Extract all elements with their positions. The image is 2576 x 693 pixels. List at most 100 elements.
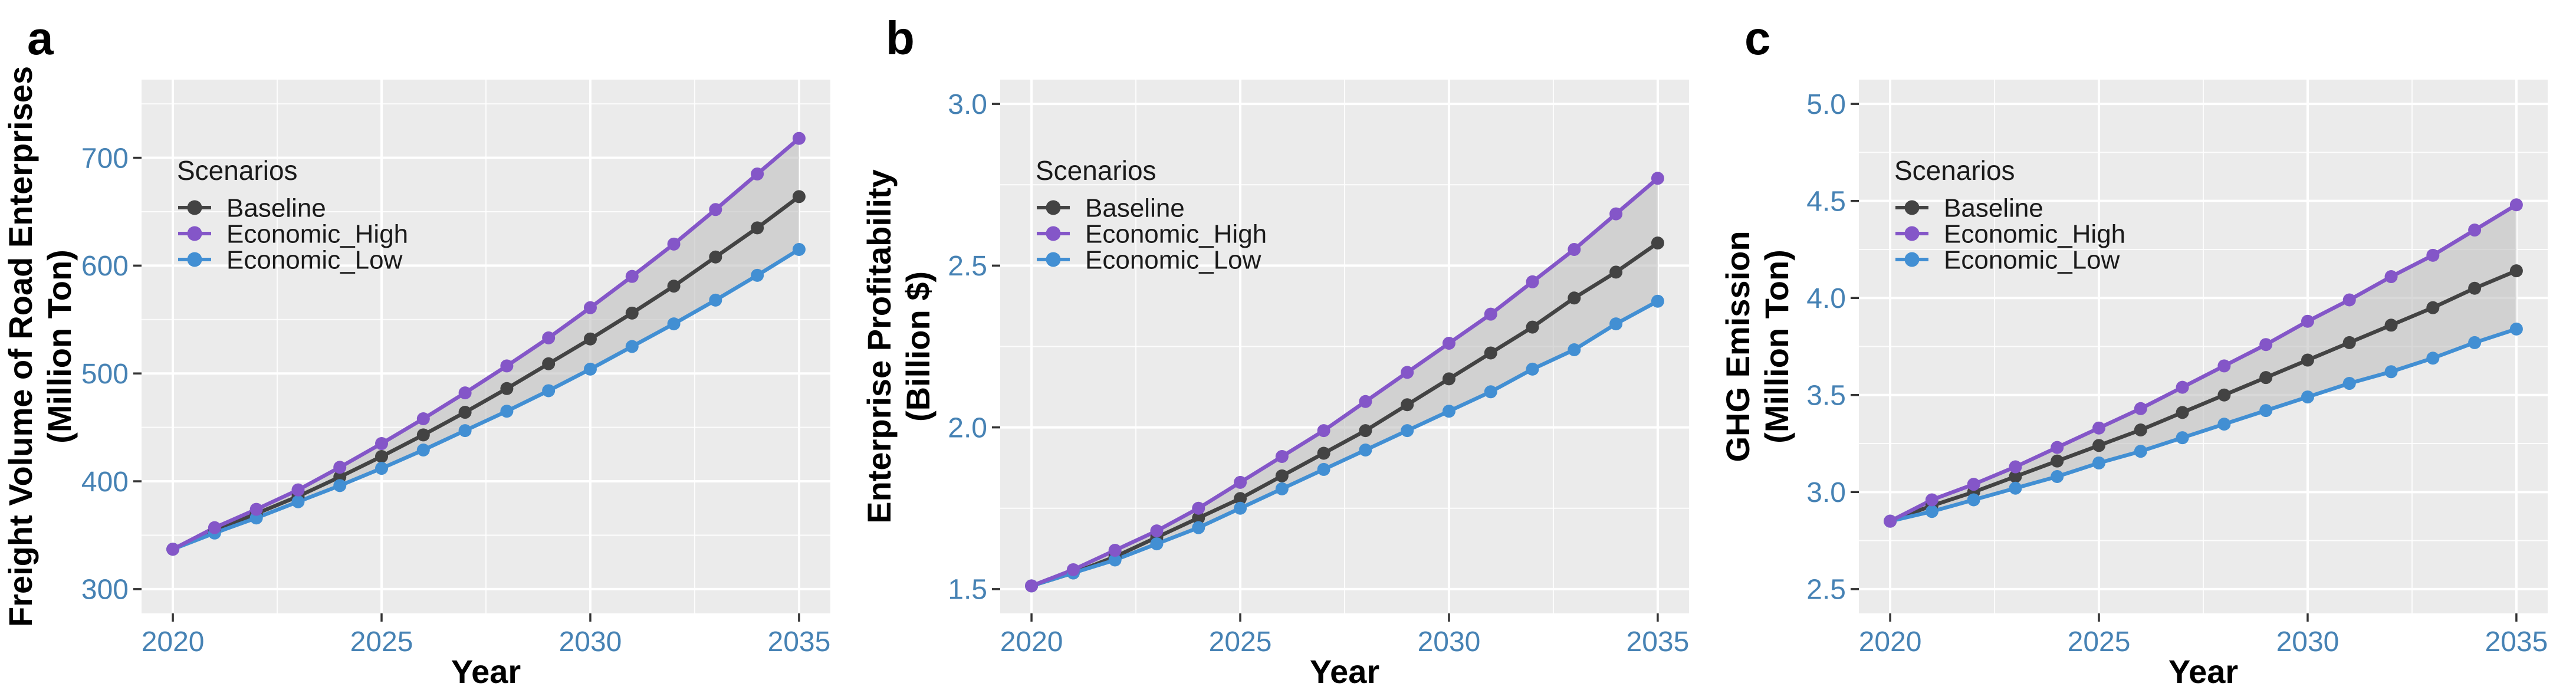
legend-item-label: Baseline: [1085, 193, 1185, 222]
data-point-Baseline: [667, 280, 681, 293]
legend-item-Baseline: Baseline: [178, 193, 326, 222]
data-point-Economic_Low: [751, 268, 764, 282]
legend: Scenarios BaselineEconomic_HighEconomic_L…: [1036, 155, 1267, 274]
data-point-Economic_Low: [1484, 385, 1497, 399]
y-tick-label: 300: [81, 574, 129, 606]
y-axis-title-line2: (Billion $): [899, 271, 937, 422]
data-point-Economic_Low: [2051, 469, 2064, 483]
data-point-Economic_Low: [1651, 294, 1664, 308]
data-point-Baseline: [792, 190, 806, 203]
y-tick-label: 700: [81, 143, 129, 174]
data-point-Baseline: [1526, 320, 1539, 334]
data-point-Economic_High: [1609, 207, 1623, 221]
data-point-Economic_High: [249, 502, 263, 516]
data-point-Economic_High: [2384, 270, 2398, 284]
data-point-Economic_Low: [1150, 537, 1164, 551]
data-point-Economic_High: [709, 203, 722, 216]
data-point-Economic_High: [291, 483, 305, 497]
data-point-Economic_High: [2092, 421, 2106, 435]
data-point-Economic_High: [2426, 248, 2440, 262]
data-point-Economic_Low: [709, 293, 722, 307]
data-point-Economic_High: [2259, 338, 2273, 352]
x-tick-label: 2025: [2068, 626, 2131, 658]
data-point-Economic_Low: [2509, 322, 2523, 336]
series-line-Economic_Low: [1890, 327, 2517, 523]
data-point-Baseline: [1234, 492, 1247, 505]
x-tick-label: 2030: [559, 626, 622, 658]
x-tick-label: 2025: [350, 626, 413, 658]
data-point-Baseline: [2384, 318, 2398, 332]
legend-key-dot-icon: [1046, 252, 1061, 267]
legend-item-label: Economic_Low: [226, 245, 403, 274]
legend-item-label: Baseline: [226, 193, 326, 222]
data-point-Baseline: [1609, 265, 1623, 279]
data-point-Economic_Low: [1609, 317, 1623, 331]
legend-item-label: Economic_High: [226, 219, 408, 248]
legend-title: Scenarios: [1036, 155, 1156, 186]
legend-item-label: Economic_High: [1944, 219, 2125, 248]
y-tick-label: 500: [81, 359, 129, 390]
data-point-Economic_Low: [1234, 501, 1247, 515]
data-point-Economic_Low: [1108, 553, 1122, 567]
data-point-Baseline: [1359, 424, 1372, 438]
data-point-Economic_High: [1317, 424, 1330, 438]
y-tick-label: 3.0: [948, 89, 987, 120]
data-point-Baseline: [1317, 446, 1330, 460]
data-point-Economic_High: [583, 301, 597, 314]
y-tick-label: 2.0: [948, 412, 987, 444]
uncertainty-ribbon: [1890, 205, 2516, 521]
legend-item-label: Baseline: [1944, 193, 2043, 222]
data-point-Economic_Low: [416, 444, 430, 457]
data-point-Economic_High: [792, 132, 806, 145]
data-point-Economic_Low: [1275, 482, 1289, 495]
data-point-Economic_High: [1150, 524, 1164, 538]
legend-title: Scenarios: [1894, 155, 2015, 186]
data-point-Baseline: [2009, 469, 2022, 483]
legend: Scenarios BaselineEconomic_HighEconomic_L…: [177, 155, 408, 274]
data-point-Economic_Low: [2384, 365, 2398, 379]
data-point-Economic_Low: [2468, 336, 2482, 349]
data-point-Economic_High: [208, 521, 221, 534]
legend-key-dot-icon: [1904, 200, 1920, 215]
data-point-Economic_Low: [2217, 418, 2231, 431]
data-point-Economic_High: [2051, 441, 2064, 454]
data-point-Baseline: [542, 357, 556, 370]
data-point-Economic_Low: [1526, 362, 1539, 376]
panel-letter: c: [1744, 12, 1771, 64]
legend-key-dot-icon: [187, 226, 202, 241]
data-point-Baseline: [583, 332, 597, 346]
data-point-Baseline: [2259, 371, 2273, 385]
data-point-Baseline: [1442, 372, 1455, 386]
x-tick-label: 2025: [1209, 626, 1272, 658]
data-point-Economic_High: [667, 237, 681, 251]
y-axis-title-line1: GHG Emission: [1719, 231, 1756, 462]
y-tick-label: 400: [81, 467, 129, 498]
data-point-Economic_Low: [2176, 431, 2189, 445]
data-point-Economic_Low: [375, 462, 389, 475]
data-point-Economic_High: [542, 331, 556, 344]
legend: Scenarios BaselineEconomic_HighEconomic_L…: [1894, 155, 2125, 274]
y-tick-label: 5.0: [1806, 89, 1846, 120]
data-point-Baseline: [709, 250, 722, 264]
data-point-Economic_High: [375, 437, 389, 451]
data-point-Economic_Low: [1401, 424, 1414, 438]
y-axis-title-line2: (Million Ton): [1758, 249, 1795, 444]
data-point-Baseline: [2134, 423, 2147, 437]
x-tick-label: 2035: [2485, 626, 2548, 658]
data-point-Economic_Low: [333, 479, 347, 492]
x-tick-label: 2030: [2276, 626, 2340, 658]
x-axis-title: Year: [1310, 653, 1379, 690]
x-tick-label: 2020: [1000, 626, 1063, 658]
data-point-Economic_Low: [792, 242, 806, 256]
data-point-Economic_High: [2176, 380, 2189, 394]
legend-title: Scenarios: [177, 155, 298, 186]
series-line-Baseline: [1031, 241, 1659, 588]
y-tick-label: 4.0: [1806, 283, 1846, 314]
data-point-Baseline: [1484, 346, 1497, 360]
legend-item-Economic_High: Economic_High: [178, 219, 408, 248]
data-point-Economic_High: [1884, 514, 1897, 528]
series-line-Economic_High: [172, 137, 801, 551]
data-point-Baseline: [2176, 406, 2189, 419]
x-axis-title: Year: [451, 653, 521, 690]
